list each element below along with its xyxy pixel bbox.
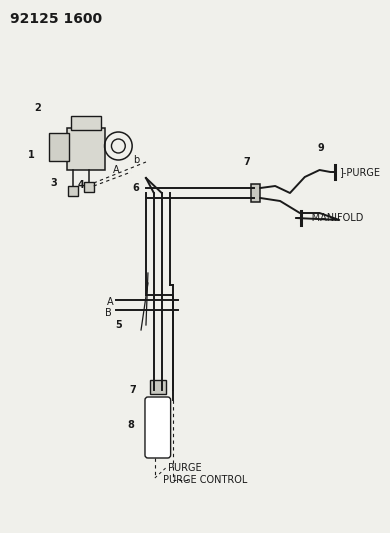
- Text: 5: 5: [115, 320, 122, 330]
- Text: A: A: [113, 165, 120, 175]
- Text: 7: 7: [243, 157, 250, 167]
- Text: PURGE: PURGE: [168, 463, 201, 473]
- Bar: [68, 186, 78, 196]
- Bar: [84, 182, 94, 192]
- Bar: [49, 133, 69, 161]
- Bar: [150, 380, 166, 394]
- Text: b: b: [133, 155, 139, 165]
- Text: 2: 2: [34, 103, 41, 113]
- Text: 4: 4: [78, 180, 84, 190]
- Text: 9: 9: [317, 143, 324, 153]
- Text: 92125 1600: 92125 1600: [10, 12, 102, 26]
- Text: B: B: [105, 308, 112, 318]
- Bar: [67, 128, 105, 170]
- Text: 8: 8: [128, 420, 135, 430]
- Bar: [71, 116, 101, 130]
- Text: 3: 3: [51, 178, 58, 188]
- Text: A: A: [107, 297, 114, 307]
- Text: - MANIFOLD: - MANIFOLD: [305, 213, 363, 223]
- Text: PURGE CONTROL: PURGE CONTROL: [163, 475, 247, 485]
- Text: ]-PURGE: ]-PURGE: [339, 167, 380, 177]
- Bar: [250, 184, 261, 202]
- Text: 1: 1: [28, 150, 35, 160]
- Text: 6: 6: [133, 183, 140, 193]
- FancyBboxPatch shape: [145, 397, 171, 458]
- Text: 7: 7: [130, 385, 136, 395]
